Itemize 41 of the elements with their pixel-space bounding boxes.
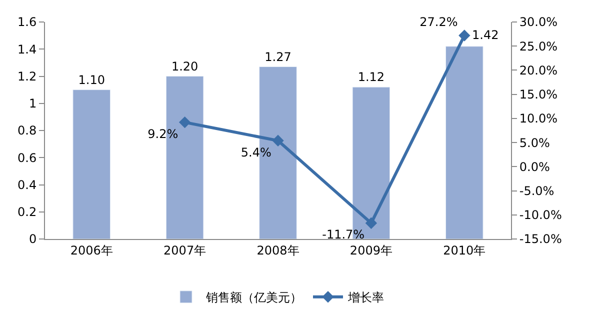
point xyxy=(365,217,378,229)
data-label: 5.4% xyxy=(240,145,272,160)
data-label: 1.10 xyxy=(78,72,105,87)
point xyxy=(272,134,284,146)
y-tick-label: 0.8 xyxy=(18,124,37,138)
y-tick-label: 0.4 xyxy=(18,178,37,192)
y2-tick-label: 25.0% xyxy=(519,39,558,54)
y-tick-label: 0 xyxy=(28,232,37,246)
data-label: 9.2% xyxy=(148,126,178,141)
y2-tick-label: 5.0% xyxy=(519,136,550,150)
data-label: 1.12 xyxy=(358,70,385,84)
bar xyxy=(72,90,110,239)
y-tick-label: 1 xyxy=(28,96,37,111)
x-tick-label: 2010年 xyxy=(443,243,486,258)
data-label: -11.7% xyxy=(322,228,365,242)
data-label: 1.27 xyxy=(264,50,292,64)
y2-tick-label: -10.0% xyxy=(519,208,562,222)
data-label: 27.2% xyxy=(420,14,458,29)
y2-tick-label: -15.0% xyxy=(519,232,562,246)
legend-label: 销售额（亿美元） xyxy=(205,290,302,305)
y2-tick-label: 0.0% xyxy=(519,160,550,174)
y2-tick-label: 30.0% xyxy=(519,15,558,30)
y-tick-label: 0.2 xyxy=(18,205,37,220)
y-tick-label: 0.6 xyxy=(18,150,37,165)
point xyxy=(178,116,191,128)
data-label: 1.20 xyxy=(171,59,198,74)
y2-tick-label: 10.0% xyxy=(519,112,558,126)
y2-tick-label: -5.0% xyxy=(519,184,554,198)
y-tick-label: 1.4 xyxy=(18,42,37,56)
y-tick-label: 1.6 xyxy=(18,15,37,30)
x-tick-label: 2007年 xyxy=(164,243,206,258)
y2-tick-label: 15.0% xyxy=(519,88,558,102)
data-label: 1.42 xyxy=(472,28,499,42)
x-tick-label: 2009年 xyxy=(350,243,392,258)
x-tick-label: 2008年 xyxy=(256,243,300,258)
y2-tick-label: 20.0% xyxy=(519,63,558,78)
point xyxy=(458,30,470,42)
bar xyxy=(446,46,484,239)
y-tick-label: 1.2 xyxy=(18,69,37,84)
x-tick-label: 2006年 xyxy=(70,243,113,258)
legend-label: 增长率 xyxy=(347,290,384,305)
